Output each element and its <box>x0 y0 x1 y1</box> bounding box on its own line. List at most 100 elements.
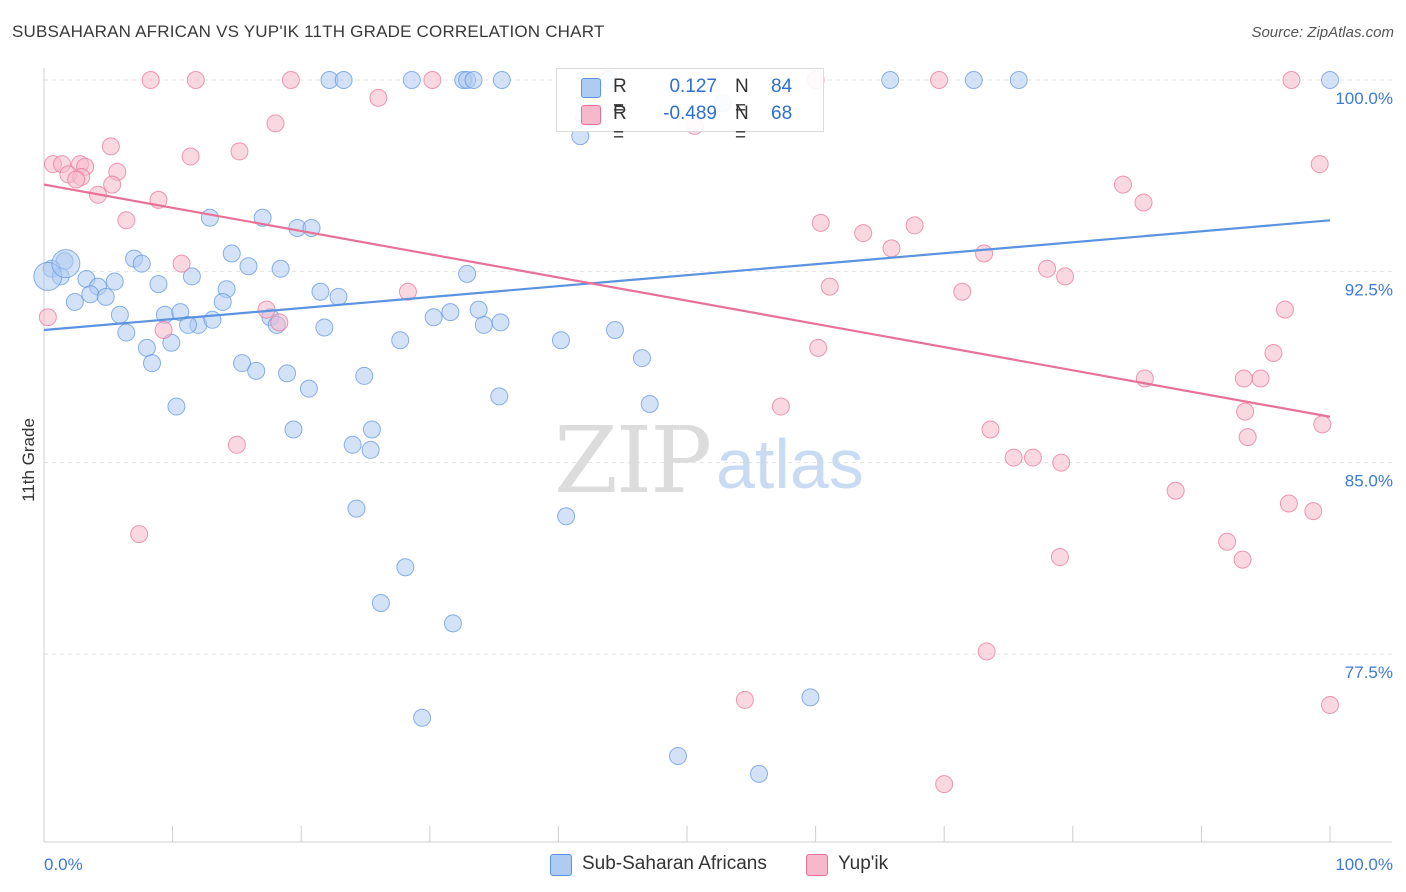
data-point <box>458 264 477 283</box>
data-point <box>930 71 949 89</box>
data-point <box>284 420 303 439</box>
data-point <box>1310 155 1329 174</box>
data-point <box>96 287 115 306</box>
data-point <box>117 323 136 342</box>
data-point <box>266 114 285 133</box>
legend-label: Sub-Saharan Africans <box>582 853 767 874</box>
source-credit: Source: ZipAtlas.com <box>1251 24 1394 41</box>
data-point <box>247 361 266 380</box>
data-point <box>355 366 374 385</box>
data-point <box>233 354 252 373</box>
data-point <box>81 285 100 304</box>
data-point <box>137 338 156 357</box>
x-tick-label: 100.0% <box>1335 855 1393 874</box>
data-point <box>1233 550 1252 569</box>
data-point <box>443 614 462 633</box>
data-point <box>492 71 511 89</box>
data-point <box>343 435 362 454</box>
data-point <box>347 499 366 518</box>
data-point <box>230 142 249 161</box>
data-point <box>474 315 493 334</box>
data-point <box>809 338 828 357</box>
data-point <box>1321 71 1339 89</box>
data-point <box>253 208 272 227</box>
data-point <box>1279 494 1298 513</box>
data-point <box>1113 175 1132 194</box>
data-point <box>200 208 219 227</box>
data-point <box>101 137 120 156</box>
data-point <box>271 259 290 278</box>
data-point <box>935 775 954 794</box>
data-point <box>1050 548 1069 567</box>
data-point <box>402 71 421 89</box>
data-point <box>1052 453 1071 472</box>
data-point <box>172 254 191 273</box>
data-point <box>281 71 300 89</box>
series-legend: Sub-Saharan Africans Yup'ik <box>0 852 1406 878</box>
data-point <box>1166 481 1185 500</box>
data-point <box>1218 532 1237 551</box>
data-point <box>371 593 390 612</box>
data-point <box>1023 448 1042 467</box>
data-point <box>977 642 996 661</box>
series-subsaharan <box>33 71 1339 783</box>
data-point <box>441 303 460 322</box>
data-point <box>424 308 443 327</box>
data-point <box>981 420 1000 439</box>
data-point <box>311 282 330 301</box>
data-point <box>203 310 222 329</box>
r-label: R = <box>613 76 627 119</box>
data-point <box>315 318 334 337</box>
data-point <box>391 331 410 350</box>
data-point <box>557 507 576 526</box>
n-value: 68 <box>771 103 793 124</box>
data-point <box>270 313 289 332</box>
data-point <box>1038 259 1057 278</box>
data-point <box>801 688 820 707</box>
data-point <box>605 321 624 340</box>
data-point <box>490 387 509 406</box>
watermark-atlas: atlas <box>716 425 864 503</box>
data-point <box>51 249 81 279</box>
r-label: R = <box>613 103 627 146</box>
data-point <box>329 287 348 306</box>
data-point <box>640 394 659 413</box>
data-point <box>154 321 173 340</box>
y-tick-label: 77.5% <box>1345 663 1393 682</box>
data-point <box>167 397 186 416</box>
data-point <box>130 525 149 544</box>
n-label: N = <box>735 76 749 119</box>
data-point <box>1236 402 1255 421</box>
data-point <box>181 147 200 166</box>
data-point <box>38 308 57 327</box>
data-point <box>182 267 201 286</box>
data-point <box>222 244 241 263</box>
data-point <box>735 690 754 709</box>
data-point <box>1234 369 1253 388</box>
data-point <box>881 71 900 89</box>
trend-line-yupik <box>43 183 1331 418</box>
legend-swatch-subsaharan <box>581 78 601 98</box>
data-point <box>398 282 417 301</box>
data-point <box>882 239 901 258</box>
data-point <box>278 364 297 383</box>
data-point <box>105 272 124 291</box>
data-point <box>464 71 483 89</box>
data-point <box>975 244 994 263</box>
data-point <box>67 170 86 189</box>
data-point <box>186 71 205 89</box>
data-point <box>953 282 972 301</box>
data-point <box>905 216 924 235</box>
data-point <box>299 379 318 398</box>
data-point <box>361 440 380 459</box>
y-tick-label: 92.5% <box>1345 280 1393 299</box>
data-point <box>1313 415 1332 434</box>
data-point <box>117 211 136 230</box>
data-point <box>1264 343 1283 362</box>
data-point <box>1304 502 1323 521</box>
data-point <box>110 305 129 324</box>
data-point <box>239 257 258 276</box>
data-point <box>334 71 353 89</box>
data-point <box>668 747 687 766</box>
